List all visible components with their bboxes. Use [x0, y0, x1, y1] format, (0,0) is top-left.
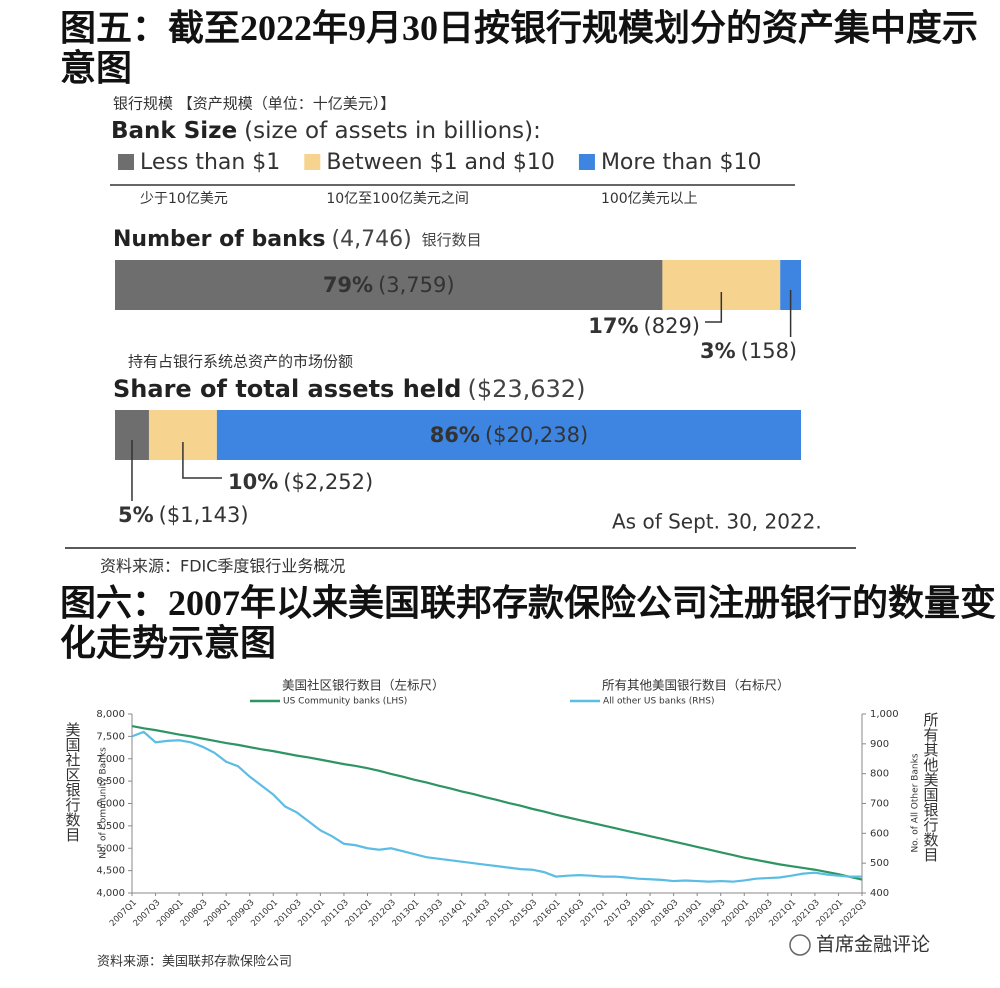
- bar-segment: [216, 410, 801, 460]
- legend-swatch: [118, 154, 134, 170]
- annotation: As of Sept. 30, 2022.: [612, 510, 822, 534]
- segment-percent: 10%: [228, 470, 278, 494]
- y-axis-title: No. of Community Banks: [99, 747, 109, 859]
- segment-percent: 79%: [323, 273, 373, 297]
- figure-title: 图六：2007年以来美国联邦存款保险公司注册银行的数量变化走势示意图: [60, 583, 997, 663]
- source-note: 资料来源：FDIC季度银行业务概况: [100, 557, 345, 576]
- y2-tick-label: 700: [870, 799, 889, 810]
- legend-title: Bank Size (size of assets in billions):: [111, 118, 541, 144]
- y-tick-label: 4,500: [96, 866, 125, 877]
- bar-segment: [780, 260, 801, 310]
- y2-axis-title: No. of All Other Banks: [911, 753, 921, 852]
- source-note: 资料来源：美国联邦存款保险公司: [97, 955, 292, 970]
- legend-swatch: [304, 154, 321, 170]
- legend-swatch: [578, 154, 595, 170]
- y2-axis-title-cn: 所有其他美国银行数目: [922, 712, 940, 862]
- y-tick-label: 7,000: [96, 754, 125, 765]
- category-name: Share of total assets held: [113, 375, 461, 403]
- segment-percent: 17%: [588, 314, 638, 338]
- legend-subtitle: (size of assets in billions):: [244, 118, 541, 144]
- legend-label-cn: 美国社区银行数目（左标尺）: [282, 678, 445, 693]
- y2-tick-label: 500: [870, 858, 889, 869]
- segment-amount: (829): [644, 314, 700, 338]
- segment-label: 3% (158): [700, 339, 797, 363]
- segment-amount: ($20,238): [485, 423, 588, 447]
- legend-title-main: Bank Size: [111, 118, 237, 144]
- category-label: Number of banks (4,746) 银行数目: [113, 227, 482, 252]
- y-tick-label: 5,000: [96, 843, 125, 854]
- legend-label: More than $10: [601, 150, 762, 175]
- legend-label: Between $1 and $10: [326, 150, 555, 175]
- callout-line: [705, 292, 723, 323]
- legend-label-cn: 100亿美元以上: [601, 191, 698, 207]
- category-total: (4,746): [332, 227, 412, 252]
- legend-label-cn: 所有其他美国银行数目（右标尺）: [602, 678, 790, 693]
- category-name-cn: 银行数目: [422, 231, 482, 249]
- legend-label: US Community banks (LHS): [283, 697, 407, 707]
- category-label: Share of total assets held ($23,632): [113, 375, 585, 403]
- legend-title-cn: 银行规模 【资产规模（单位：十亿美元）】: [113, 95, 395, 113]
- segment-label: 86% ($20,238): [430, 423, 588, 447]
- series-line: [131, 730, 862, 883]
- y-tick-label: 6,500: [96, 776, 125, 787]
- category-total: ($23,632): [467, 375, 585, 403]
- segment-percent: 5%: [118, 503, 154, 527]
- figure-title: 图五：截至2022年9月30日按银行规模划分的资产集中度示意图: [60, 8, 979, 88]
- segment-amount: ($2,252): [283, 470, 373, 494]
- y-tick-label: 6,000: [96, 799, 125, 810]
- bar-segment: [115, 260, 663, 310]
- y-tick-label: 7,500: [96, 731, 125, 742]
- segment-label: 79% (3,759): [323, 273, 455, 297]
- segment-amount: (3,759): [378, 273, 455, 297]
- callout-line: [182, 442, 222, 479]
- y-axis-title-cn: 美国社区银行数目: [64, 722, 82, 842]
- y2-tick-label: 400: [870, 888, 889, 899]
- y2-tick-label: 600: [870, 828, 889, 839]
- segment-label: 10% ($2,252): [228, 470, 373, 494]
- segment-percent: 86%: [430, 423, 480, 447]
- y2-tick-label: 800: [870, 769, 889, 780]
- segment-amount: (158): [741, 339, 797, 363]
- category-name-cn: 持有占银行系统总资产的市场份额: [128, 353, 353, 371]
- segment-percent: 3%: [700, 339, 736, 363]
- series-line: [131, 724, 863, 881]
- legend-label-cn: 10亿至100亿美元之间: [326, 191, 469, 207]
- segment-amount: ($1,143): [159, 503, 249, 527]
- segment-label: 17% (829): [588, 314, 700, 338]
- legend-label: All other US banks (RHS): [603, 697, 714, 707]
- legend-label: Less than $1: [140, 150, 280, 175]
- y-tick-label: 8,000: [96, 709, 125, 720]
- y-tick-label: 4,000: [96, 888, 125, 899]
- segment-label: 5% ($1,143): [118, 503, 249, 527]
- legend-label-cn: 少于10亿美元: [140, 191, 228, 207]
- y2-tick-label: 900: [870, 739, 889, 750]
- category-name: Number of banks: [113, 227, 326, 252]
- y2-tick-label: 1,000: [870, 709, 899, 720]
- watermark: 首席金融评论: [816, 934, 930, 956]
- y-tick-label: 5,500: [96, 821, 125, 832]
- watermark-icon: [789, 934, 811, 956]
